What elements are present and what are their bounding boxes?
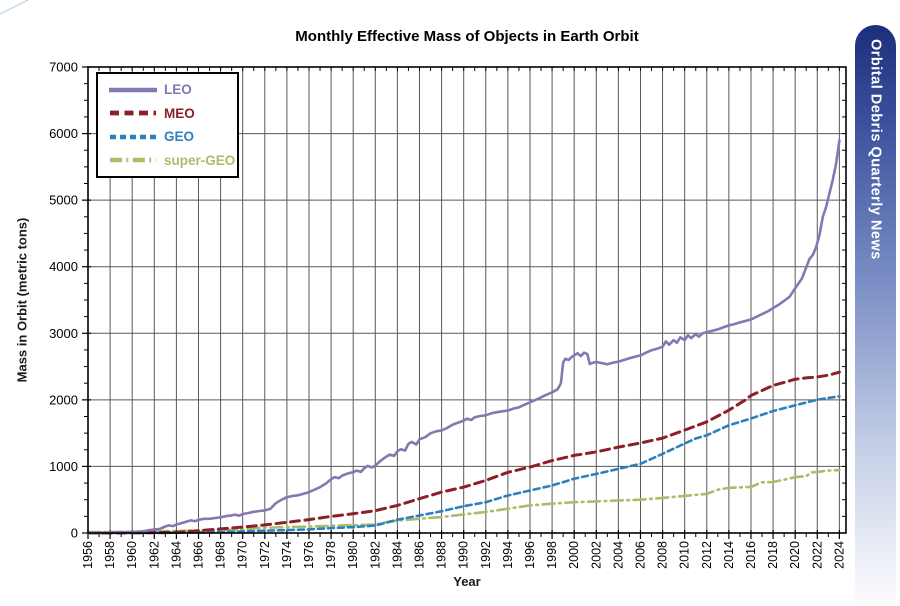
tick-labels: 0 1000 2000 3000 4000 5000 6000 7000 1956 1958 196… xyxy=(49,60,846,569)
svg-text:7000: 7000 xyxy=(49,60,78,75)
legend-line-super-geo xyxy=(110,158,156,163)
legend-label-leo: LEO xyxy=(164,82,192,98)
svg-text:1984: 1984 xyxy=(390,541,404,569)
svg-text:2016: 2016 xyxy=(744,541,758,569)
svg-text:1958: 1958 xyxy=(103,541,117,569)
svg-text:2022: 2022 xyxy=(810,541,824,569)
svg-text:1982: 1982 xyxy=(368,541,382,569)
svg-text:2006: 2006 xyxy=(633,541,647,569)
svg-text:1996: 1996 xyxy=(523,541,537,569)
series-line-super-geo xyxy=(86,468,841,534)
svg-text:1962: 1962 xyxy=(147,541,161,569)
banner-title: Orbital Debris Quarterly News xyxy=(867,39,884,260)
svg-text:1966: 1966 xyxy=(191,541,205,569)
svg-text:6000: 6000 xyxy=(49,126,78,141)
svg-text:1980: 1980 xyxy=(346,541,360,569)
svg-text:1974: 1974 xyxy=(280,541,294,569)
plot-border xyxy=(87,66,847,534)
svg-text:1994: 1994 xyxy=(501,541,515,569)
legend-item-geo: GEO xyxy=(109,129,233,144)
series-line-leo xyxy=(86,139,841,535)
svg-text:1986: 1986 xyxy=(412,541,426,569)
series-line-meo xyxy=(86,370,841,535)
legend-line-meo xyxy=(110,110,156,116)
svg-text:1964: 1964 xyxy=(169,541,183,569)
svg-text:1998: 1998 xyxy=(545,541,559,569)
series-line-geo xyxy=(86,395,841,535)
svg-text:2002: 2002 xyxy=(589,541,603,569)
svg-text:1000: 1000 xyxy=(49,459,78,474)
svg-text:2014: 2014 xyxy=(722,541,736,569)
svg-text:2000: 2000 xyxy=(49,392,78,407)
svg-text:1978: 1978 xyxy=(324,541,338,569)
svg-text:2020: 2020 xyxy=(788,541,802,569)
svg-text:1970: 1970 xyxy=(236,541,250,569)
legend-line-geo xyxy=(110,134,156,139)
svg-text:2010: 2010 xyxy=(678,541,692,569)
svg-text:1968: 1968 xyxy=(214,541,228,569)
legend-line-leo xyxy=(109,87,157,92)
svg-text:1976: 1976 xyxy=(302,541,316,569)
svg-text:1960: 1960 xyxy=(125,541,139,569)
corner-decoration-line xyxy=(0,0,29,15)
legend-label-meo: MEO xyxy=(164,105,195,121)
svg-text:2012: 2012 xyxy=(700,541,714,569)
svg-text:1988: 1988 xyxy=(435,541,449,569)
legend-item-meo: MEO xyxy=(109,106,233,121)
svg-text:1990: 1990 xyxy=(457,541,471,569)
legend-item-super-geo: super-GEO xyxy=(109,152,236,168)
legend-label-geo: GEO xyxy=(164,129,195,145)
svg-text:2018: 2018 xyxy=(766,541,780,569)
svg-text:2000: 2000 xyxy=(567,541,581,569)
legend-item-leo: LEO xyxy=(109,82,233,97)
side-banner: Orbital Debris Quarterly News xyxy=(855,25,896,606)
x-axis-title: Year xyxy=(453,574,481,589)
svg-text:5000: 5000 xyxy=(49,193,78,208)
svg-text:1956: 1956 xyxy=(81,541,95,569)
svg-text:0: 0 xyxy=(71,526,78,541)
chart-legend: LEO MEO GEO super-GEO xyxy=(96,72,239,178)
svg-text:1992: 1992 xyxy=(479,541,493,569)
svg-text:2004: 2004 xyxy=(611,541,625,569)
chart-title: Monthly Effective Mass of Objects in Ear… xyxy=(295,28,639,45)
svg-text:1972: 1972 xyxy=(258,541,272,569)
svg-text:2008: 2008 xyxy=(656,541,670,569)
y-axis-title: Mass in Orbit (metric tons) xyxy=(14,217,30,383)
svg-text:3000: 3000 xyxy=(49,326,78,341)
legend-label-super-geo: super-GEO xyxy=(164,152,236,168)
svg-text:4000: 4000 xyxy=(49,259,78,274)
svg-text:2024: 2024 xyxy=(832,541,846,569)
